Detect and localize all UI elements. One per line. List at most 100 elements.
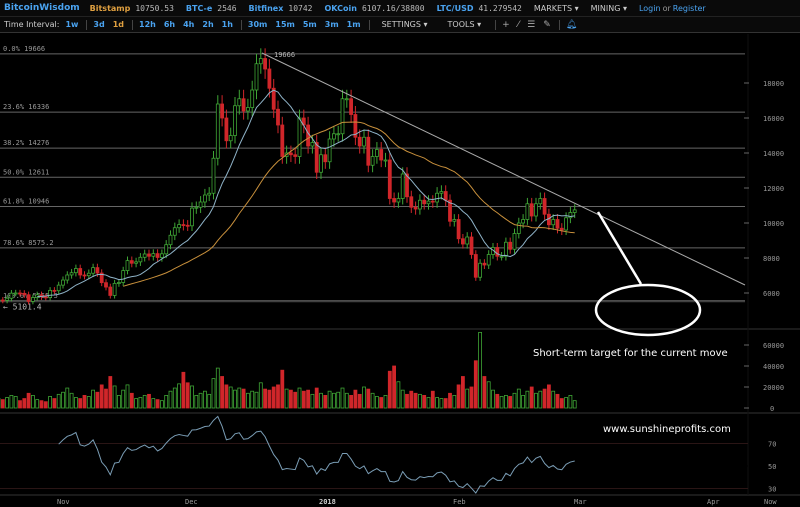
ticker-name[interactable]: Bitstamp [89,3,131,13]
volume-bar [237,387,242,409]
volume-bar [250,390,255,409]
crosshair-icon[interactable]: + [502,19,510,30]
ticker-name[interactable]: BTC-e [185,3,213,13]
volume-bar [215,367,220,409]
mining-menu[interactable]: MINING ▾ [590,3,627,13]
candle [551,219,556,226]
candle [413,206,418,210]
volume-bar [362,386,366,409]
interval-1d[interactable]: 1d [112,20,125,29]
line-icon[interactable]: ⁄ [517,19,520,30]
interval-3d[interactable]: 3d [93,20,105,29]
volume-bar [78,398,83,409]
interval-4h[interactable]: 4h [183,20,195,29]
candle [9,292,14,299]
interval-2h[interactable]: 2h [202,20,214,29]
volume-bar [387,370,392,409]
candle [207,192,212,196]
rsi-tick-label: 50 [768,463,776,471]
high-label: 19666 [274,51,295,59]
volume-bar [521,394,525,409]
x-tick-label: 2018 [319,498,336,506]
candle [30,297,35,302]
interval-15m[interactable]: 15m [275,20,295,29]
volume-tick-label: 20000 [763,384,784,392]
fib-label: 38.2% 14276 [3,139,49,147]
interval-3m[interactable]: 3m [324,20,339,29]
login-link[interactable]: Login [638,3,661,13]
candle [5,297,9,301]
candle [228,135,233,142]
interval-6h[interactable]: 6h [163,20,176,29]
candle [439,191,444,194]
candle [22,292,27,296]
candle [516,222,521,234]
volume-bar [564,397,568,409]
tools-menu[interactable]: TOOLS ▾ [447,20,482,29]
interval-1m[interactable]: 1m [346,20,361,29]
fib-icon[interactable]: ☰ [527,19,536,30]
volume-bar [469,386,474,409]
candle [250,89,255,108]
interval-30m[interactable]: 30m [247,20,268,29]
price-tick-label: 12000 [763,185,784,193]
candle [362,136,366,147]
volume-bar [460,376,465,409]
candle [280,124,285,157]
interval-12h[interactable]: 12h [139,20,156,29]
candle [117,282,121,284]
ticker-name[interactable]: Bitfinex [248,3,284,13]
volume-bar [117,394,121,409]
candle [396,198,401,203]
candle [254,63,259,91]
volume-bar [551,390,556,409]
volume-bar [267,389,272,409]
candle [0,299,5,302]
ticker-price: 41.279542 [478,3,522,13]
candle [448,199,452,222]
volume-bar [379,397,384,409]
volume-bar [512,392,517,409]
volume-bar [61,391,65,409]
ticker-name[interactable]: OKCoin [324,3,357,13]
price-tick-label: 6000 [763,290,780,298]
interval-1w[interactable]: 1w [65,20,79,29]
volume-bar [134,398,139,409]
candle [512,233,517,250]
divider [86,19,88,30]
candle [460,238,465,245]
candle [400,173,405,199]
alert-bell-icon[interactable]: 🔔︎ [565,19,578,30]
volume-bar [482,376,487,409]
candle [374,149,379,157]
candle [138,256,143,263]
markets-menu[interactable]: MARKETS ▾ [533,3,579,13]
candle [164,244,169,255]
volume-bar [508,396,513,409]
fib-label: 78.6% 8575.2 [3,239,54,247]
interval-5m[interactable]: 5m [302,20,317,29]
x-tick-label: Apr [707,498,720,506]
volume-tick-label: 40000 [763,363,784,371]
settings-menu[interactable]: SETTINGS ▾ [381,20,428,29]
candle [521,219,525,224]
register-link[interactable]: Register [672,3,706,13]
volume-bar [400,389,405,409]
interval-1h[interactable]: 1h [221,20,233,29]
brand-logo[interactable]: BitcoinWisdom [4,3,80,13]
candle [220,103,225,119]
candle [181,224,186,226]
volume-bar [370,392,375,409]
candle [538,198,543,205]
volume-bar [224,384,229,409]
target-ellipse [594,283,702,337]
candle [142,253,147,258]
volume-bar [572,400,577,409]
candle [529,203,534,217]
volume-bar [491,389,495,409]
volume-bar [43,401,48,409]
ticker-name[interactable]: LTC/USD [436,3,474,13]
volume-bar [439,398,444,409]
brush-icon[interactable]: ✎ [543,19,551,30]
